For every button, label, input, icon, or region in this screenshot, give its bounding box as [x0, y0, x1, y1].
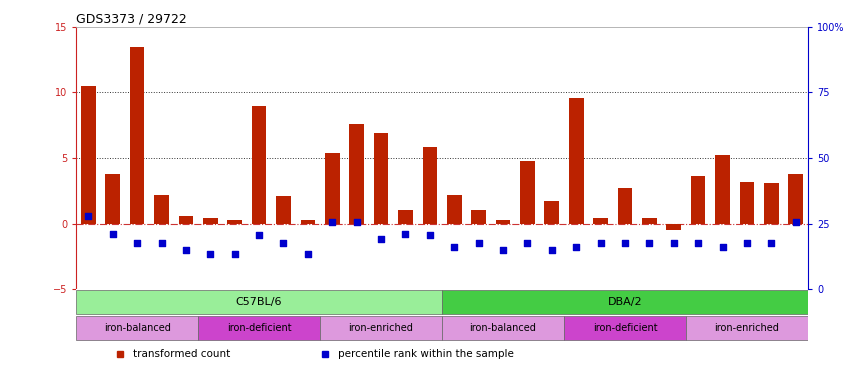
Point [497, 247, 510, 253]
Bar [228, 220, 242, 223]
Bar [520, 161, 535, 223]
Bar [471, 210, 486, 223]
Point [106, 231, 119, 237]
Point [301, 251, 315, 257]
Bar [764, 183, 778, 223]
Text: iron-balanced: iron-balanced [104, 323, 171, 333]
Point [374, 236, 387, 242]
Bar [129, 46, 145, 223]
Point [423, 232, 437, 238]
Bar [320, 316, 442, 341]
Point [228, 251, 241, 257]
Text: DBA/2: DBA/2 [607, 297, 642, 307]
Point [81, 213, 95, 219]
Text: iron-deficient: iron-deficient [227, 323, 291, 333]
Bar [618, 188, 632, 223]
Text: iron-enriched: iron-enriched [715, 323, 779, 333]
Point [740, 240, 754, 246]
Text: percentile rank within the sample: percentile rank within the sample [338, 349, 514, 359]
Bar [76, 290, 442, 314]
Bar [447, 195, 462, 223]
Bar [349, 124, 364, 223]
Point [716, 244, 729, 250]
Bar [545, 201, 559, 223]
Bar [739, 182, 755, 223]
Text: iron-enriched: iron-enriched [349, 323, 414, 333]
Bar [667, 223, 681, 230]
Point [204, 251, 217, 257]
Point [448, 244, 461, 250]
Point [618, 240, 632, 246]
Bar [422, 147, 437, 223]
Text: GDS3373 / 29722: GDS3373 / 29722 [76, 13, 187, 26]
Bar [442, 290, 808, 314]
Bar [496, 220, 510, 223]
Bar [81, 86, 96, 223]
Bar [398, 210, 413, 223]
Point [252, 232, 266, 238]
Text: iron-balanced: iron-balanced [470, 323, 536, 333]
Point [594, 240, 607, 246]
Point [765, 240, 778, 246]
Bar [203, 218, 217, 223]
Point [472, 240, 486, 246]
Point [179, 247, 193, 253]
Bar [154, 195, 169, 223]
Bar [691, 176, 706, 223]
Bar [715, 156, 730, 223]
Bar [252, 106, 266, 223]
Point [545, 247, 558, 253]
Bar [593, 218, 608, 223]
Point [277, 240, 290, 246]
Bar [76, 316, 198, 341]
Bar [374, 133, 388, 223]
Point [667, 240, 680, 246]
Bar [276, 196, 291, 223]
Bar [300, 220, 316, 223]
Point [398, 231, 412, 237]
Bar [442, 316, 564, 341]
Bar [179, 216, 193, 223]
Bar [642, 218, 656, 223]
Bar [106, 174, 120, 223]
Text: transformed count: transformed count [133, 349, 230, 359]
Point [643, 240, 656, 246]
Bar [198, 316, 320, 341]
Bar [564, 316, 686, 341]
Bar [569, 98, 584, 223]
Point [789, 219, 803, 225]
Point [569, 244, 583, 250]
Point [520, 240, 534, 246]
Point [155, 240, 168, 246]
Bar [325, 153, 339, 223]
Bar [686, 316, 808, 341]
Point [350, 219, 364, 225]
Point [691, 240, 705, 246]
Text: C57BL/6: C57BL/6 [236, 297, 283, 307]
Text: iron-deficient: iron-deficient [593, 323, 657, 333]
Point [326, 219, 339, 225]
Bar [788, 174, 803, 223]
Point [130, 240, 144, 246]
